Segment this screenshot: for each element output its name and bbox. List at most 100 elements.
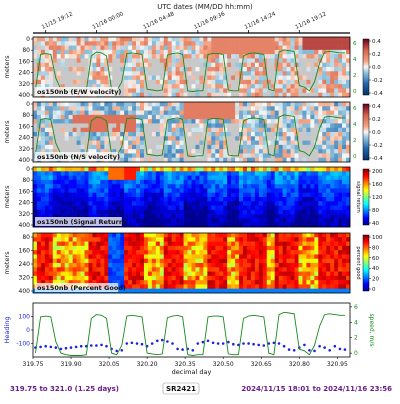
heatmap-cell bbox=[223, 140, 228, 146]
heatmap-cell bbox=[151, 201, 157, 206]
heatmap-cell bbox=[266, 71, 272, 76]
heatmap-cell bbox=[290, 136, 295, 141]
heatmap-cell bbox=[163, 123, 169, 129]
speed-tick-label: 2 bbox=[354, 335, 358, 342]
heatmap-cell bbox=[136, 288, 141, 294]
heatmap-cell bbox=[266, 157, 272, 163]
heatmap-cell bbox=[124, 271, 129, 277]
heatmap-cell bbox=[290, 197, 295, 202]
heatmap-cell bbox=[147, 153, 153, 159]
heatmap-cell bbox=[286, 102, 291, 107]
heatmap-cell bbox=[159, 132, 165, 137]
heatmap-cell bbox=[270, 192, 276, 198]
heatmap-cell bbox=[139, 209, 145, 215]
heatmap-cell bbox=[342, 157, 347, 163]
heatmap-cell bbox=[346, 149, 351, 154]
heatmap-cell bbox=[159, 288, 165, 294]
heatmap-cell bbox=[132, 106, 137, 111]
heatmap-cell bbox=[322, 106, 327, 111]
heatmap-cell bbox=[124, 222, 129, 228]
heatmap-cell bbox=[266, 250, 272, 255]
heatmap-cell bbox=[330, 209, 335, 215]
heatmap-cell bbox=[72, 241, 77, 247]
heatmap-cell bbox=[298, 102, 303, 107]
heatmap-cell bbox=[231, 201, 236, 206]
heatmap-cell bbox=[294, 79, 299, 85]
heatmap-cell bbox=[124, 241, 129, 247]
heatmap-cell bbox=[64, 45, 69, 51]
heatmap-cell bbox=[215, 284, 220, 290]
heatmap-cell bbox=[314, 62, 319, 68]
heatmap-cell bbox=[290, 233, 295, 238]
heatmap-cell bbox=[227, 114, 232, 120]
heatmap-cell bbox=[219, 192, 224, 198]
heatmap-cell bbox=[187, 58, 192, 64]
heatmap-cell bbox=[143, 157, 149, 163]
heatmap-cell bbox=[128, 144, 133, 150]
heatmap-cell bbox=[171, 88, 176, 94]
heatmap-cell bbox=[179, 288, 184, 294]
heatmap-cell bbox=[250, 222, 256, 228]
heatmap-cell bbox=[290, 149, 295, 154]
heatmap-cell bbox=[163, 192, 169, 198]
heatmap-cell bbox=[203, 157, 208, 163]
heatmap-cell bbox=[159, 254, 165, 260]
heatmap-cell bbox=[56, 67, 62, 72]
top-tick-label: 11/16 09:36 bbox=[193, 11, 226, 31]
heatmap-cell bbox=[298, 214, 303, 219]
heatmap-cell bbox=[302, 136, 307, 141]
heatmap-cell bbox=[274, 149, 279, 154]
heatmap-cell bbox=[266, 201, 272, 206]
heading-point bbox=[64, 346, 68, 350]
heatmap-cell bbox=[116, 127, 121, 133]
heatmap-cell bbox=[338, 167, 343, 172]
heatmap-cell bbox=[183, 114, 188, 120]
heatmap-cell bbox=[219, 184, 224, 189]
heatmap-cell bbox=[151, 79, 157, 85]
heatmap-cell bbox=[262, 209, 268, 215]
heatmap-cell bbox=[286, 79, 291, 85]
heatmap-cell bbox=[294, 144, 299, 150]
heatmap-cell bbox=[80, 245, 85, 251]
heatmap-cell bbox=[167, 250, 172, 255]
heatmap-cell bbox=[76, 132, 81, 137]
heatmap-cell bbox=[302, 171, 307, 176]
cruise-id-box bbox=[162, 382, 200, 395]
heatmap-cell bbox=[207, 67, 212, 72]
heatmap-cell bbox=[270, 214, 276, 219]
heatmap-cell bbox=[250, 280, 256, 285]
heatmap-cell bbox=[235, 197, 240, 202]
heatmap-cell bbox=[155, 241, 161, 247]
heatmap-cell bbox=[254, 258, 260, 264]
heatmap-cell bbox=[112, 280, 117, 285]
heatmap-cell bbox=[44, 263, 50, 268]
heatmap-cell bbox=[92, 127, 97, 133]
heatmap-cell bbox=[302, 175, 307, 181]
heatmap-cell bbox=[219, 67, 224, 72]
heatmap-cell bbox=[52, 37, 58, 42]
heatmap-cell bbox=[136, 222, 141, 228]
heatmap-cell bbox=[270, 179, 276, 185]
heatmap-cell bbox=[60, 79, 65, 85]
heatmap-cell bbox=[80, 37, 85, 42]
heatmap-cell bbox=[278, 222, 283, 228]
heatmap-cell bbox=[346, 79, 351, 85]
heatmap-cell bbox=[258, 192, 264, 198]
heatmap-cell bbox=[322, 222, 327, 228]
heatmap-cell bbox=[56, 263, 62, 268]
heatmap-cell bbox=[310, 237, 315, 242]
heatmap-cell bbox=[112, 144, 117, 150]
heatmap-cell bbox=[84, 49, 89, 55]
heatmap-cell bbox=[88, 136, 93, 141]
heatmap-cell bbox=[52, 144, 58, 150]
heatmap-cell bbox=[147, 197, 153, 202]
heatmap-cell bbox=[84, 184, 89, 189]
heatmap-cell bbox=[100, 201, 105, 206]
heatmap-cell bbox=[270, 92, 276, 98]
heatmap-cell bbox=[306, 71, 311, 76]
heatmap-cell bbox=[199, 267, 204, 272]
heatmap-cell bbox=[159, 149, 165, 154]
heatmap-cell bbox=[143, 136, 149, 141]
heatmap-cell bbox=[278, 218, 283, 224]
heatmap-cell bbox=[132, 153, 137, 159]
